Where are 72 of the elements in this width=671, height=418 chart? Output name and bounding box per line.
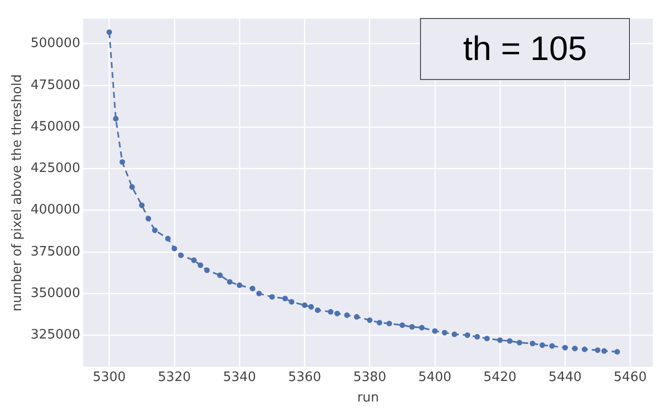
point — [204, 267, 210, 274]
point — [106, 29, 112, 35]
y-tick-label: 475000 — [30, 78, 80, 93]
point — [191, 257, 197, 264]
point — [516, 340, 522, 346]
point — [344, 312, 350, 318]
point — [152, 227, 158, 234]
y-tick-label: 325000 — [30, 328, 80, 343]
x-tick-label: 5300 — [92, 370, 126, 385]
point — [540, 342, 546, 348]
point — [172, 246, 178, 252]
x-tick-label: 5320 — [158, 370, 191, 385]
point — [178, 252, 184, 258]
point — [594, 347, 600, 353]
point — [119, 159, 126, 165]
point — [269, 294, 275, 300]
point — [288, 299, 294, 305]
y-tick-label: 450000 — [30, 119, 80, 134]
point — [366, 317, 373, 323]
point — [419, 324, 425, 330]
point — [129, 184, 135, 190]
point — [549, 343, 555, 349]
x-tick-label: 5360 — [288, 370, 322, 385]
point — [474, 334, 480, 340]
x-axis-title: run — [357, 390, 380, 406]
point — [497, 337, 503, 343]
point — [376, 320, 382, 326]
point — [314, 307, 320, 313]
point — [464, 332, 470, 338]
y-axis-title: number of pixel above the threshold — [10, 74, 26, 312]
point — [530, 340, 536, 346]
point — [226, 279, 233, 285]
y-tick-label: 400000 — [30, 202, 80, 218]
y-tick-label: 425000 — [30, 161, 80, 176]
point — [506, 338, 513, 344]
point — [400, 322, 406, 328]
point — [139, 202, 145, 208]
point — [250, 286, 256, 292]
x-tick-label: 5340 — [222, 370, 256, 385]
y-tick-label: 500000 — [30, 36, 80, 52]
point — [256, 290, 262, 296]
point — [334, 310, 340, 316]
point — [198, 262, 204, 268]
point — [452, 332, 458, 338]
point — [282, 296, 288, 302]
point — [409, 324, 415, 330]
point — [572, 346, 578, 352]
point — [328, 309, 334, 315]
x-tick-label: 5400 — [418, 370, 452, 385]
point — [442, 330, 448, 336]
point — [112, 116, 119, 122]
point — [614, 349, 620, 355]
point — [432, 328, 438, 334]
point — [308, 304, 314, 310]
point — [146, 216, 152, 222]
point — [386, 320, 392, 326]
x-tick-label: 5420 — [483, 370, 517, 385]
point — [165, 236, 171, 242]
point — [236, 282, 242, 288]
point — [582, 346, 588, 352]
x-tick-label: 5380 — [353, 370, 386, 385]
point — [562, 344, 568, 350]
point — [302, 302, 308, 308]
point — [354, 314, 360, 320]
y-tick-label: 375000 — [30, 244, 80, 260]
point — [484, 336, 490, 342]
x-tick-label: 5440 — [548, 370, 582, 385]
x-tick-label: 5460 — [614, 370, 647, 385]
point — [601, 348, 607, 354]
y-tick-label: 350000 — [30, 286, 80, 301]
annotation: th = 105 — [420, 18, 630, 80]
point — [217, 272, 223, 278]
